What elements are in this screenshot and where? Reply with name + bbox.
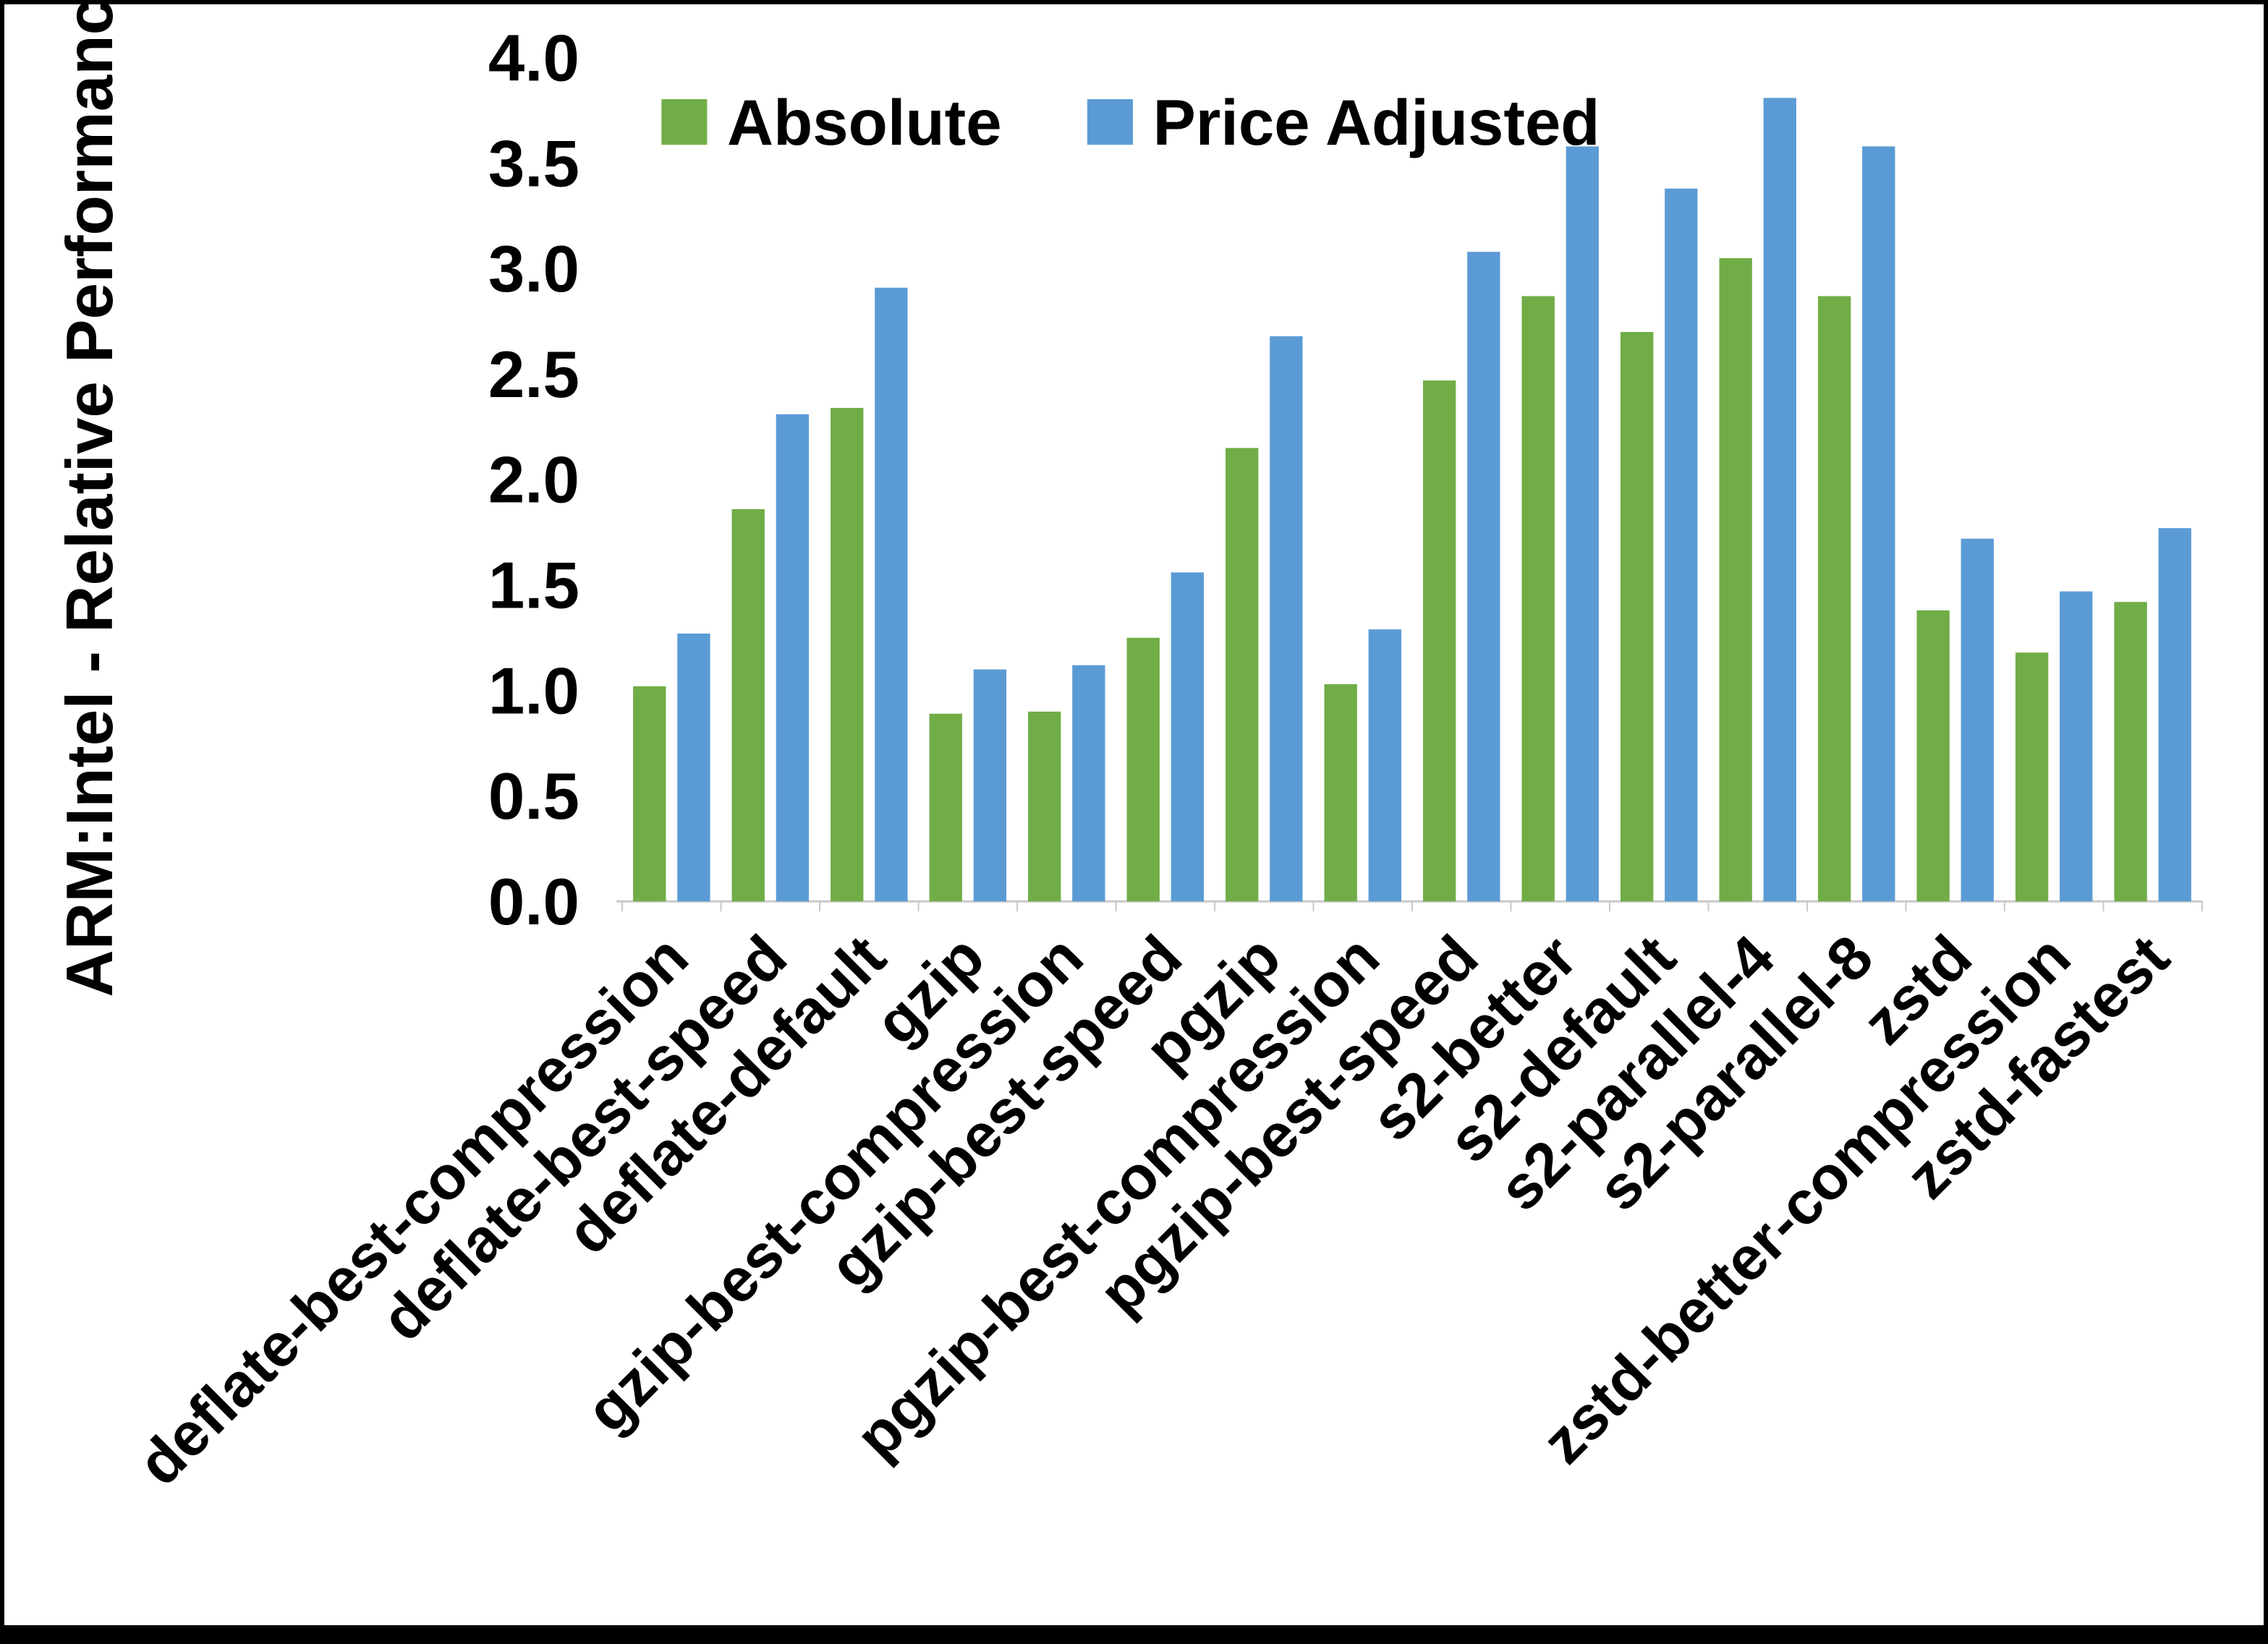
bar-price-adjusted	[1072, 665, 1105, 902]
bar-absolute	[2114, 602, 2147, 902]
bar-absolute	[929, 713, 962, 902]
bar-price-adjusted	[1467, 252, 1500, 902]
y-tick-label: 1.0	[488, 655, 579, 728]
bar-absolute	[831, 407, 864, 902]
bar-price-adjusted	[776, 414, 810, 902]
bar-price-adjusted	[1763, 98, 1796, 902]
bar-price-adjusted	[677, 633, 710, 902]
bar-absolute	[1620, 332, 1654, 902]
legend-swatch	[1087, 99, 1133, 145]
bar-absolute	[731, 508, 765, 902]
bar-absolute	[1719, 257, 1752, 902]
bar-absolute	[1817, 296, 1851, 902]
bar-absolute	[1126, 637, 1160, 902]
legend-label: Price Adjusted	[1153, 87, 1600, 158]
legend-label: Absolute	[727, 87, 1002, 158]
bar-price-adjusted	[1961, 538, 1994, 902]
bar-price-adjusted	[1270, 336, 1303, 902]
bar-absolute	[1423, 380, 1456, 902]
bar-price-adjusted	[1566, 146, 1599, 902]
bar-absolute	[633, 686, 666, 902]
bar-absolute	[2015, 652, 2049, 902]
bar-absolute	[1521, 296, 1555, 902]
y-tick-label: 3.5	[488, 127, 579, 200]
y-tick-label: 4.0	[488, 22, 579, 95]
bar-absolute	[1324, 683, 1357, 902]
legend-swatch	[661, 99, 708, 145]
bar-price-adjusted	[2158, 528, 2191, 902]
y-tick-label: 0.5	[488, 760, 579, 833]
bar-price-adjusted	[2060, 591, 2093, 902]
y-tick-label: 0.0	[488, 866, 579, 939]
bar-absolute	[1916, 610, 1950, 902]
y-tick-label: 2.5	[488, 338, 579, 412]
bar-absolute	[1028, 711, 1061, 902]
bar-chart: 0.0 0.5 1.0 1.5 2.0 2.5 3.0 3.5 4.0 ARM:Intel - R…	[54, 4, 2203, 1498]
bar-price-adjusted	[1368, 629, 1402, 902]
y-axis-title: ARM:Intel - Relative Performance	[54, 4, 127, 997]
bar-price-adjusted	[1862, 146, 1895, 902]
bar-price-adjusted	[973, 669, 1007, 902]
bar-price-adjusted	[1665, 188, 1698, 902]
bar-price-adjusted	[875, 287, 908, 902]
bar-absolute	[1226, 448, 1259, 902]
y-tick-label: 3.0	[488, 233, 579, 306]
y-tick-label: 2.0	[488, 444, 579, 517]
y-tick-label: 1.5	[488, 549, 579, 622]
bar-price-adjusted	[1171, 572, 1205, 902]
